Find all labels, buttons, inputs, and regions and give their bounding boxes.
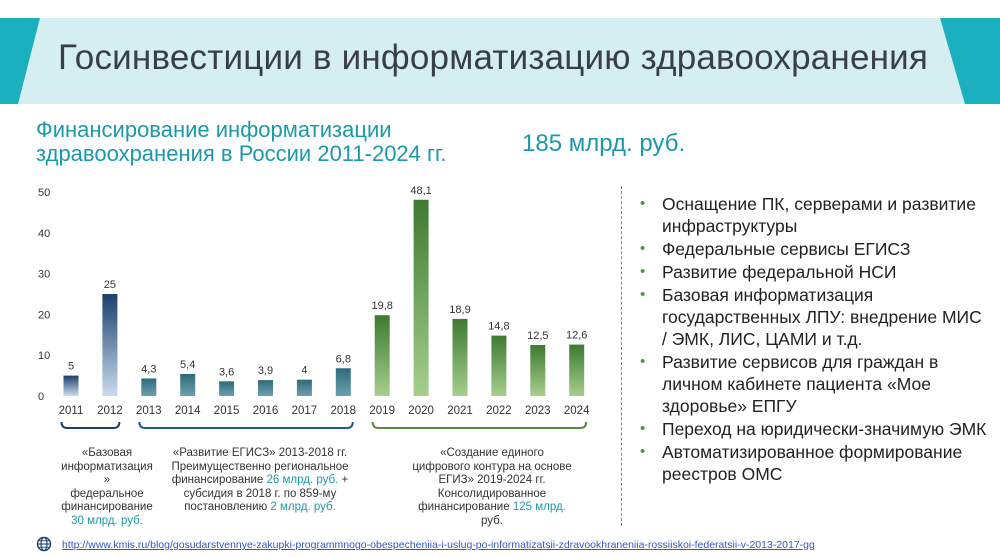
title-banner — [0, 18, 1000, 104]
list-item: • Федеральные сервисы ЕГИСЗ — [640, 239, 911, 259]
globe-icon — [36, 536, 52, 552]
subtitle-line1: Финансирование информатизации — [36, 117, 392, 142]
bullet-icon: • — [640, 263, 646, 280]
bar-value-label: 14,8 — [488, 321, 509, 333]
bar-value-label: 25 — [104, 279, 116, 291]
bar-2019 — [374, 315, 390, 396]
investment-areas-list: • Оснащение ПК, серверами и развитие инфр… — [640, 193, 990, 486]
bar-2013 — [141, 378, 157, 396]
bar-value-label: 6,8 — [336, 353, 351, 365]
y-tick-label: 0 — [38, 391, 44, 403]
list-item: • Оснащение ПК, серверами и развитие инфр… — [640, 194, 976, 236]
list-item: • Развитие сервисов для граждан в личном … — [640, 352, 939, 416]
bar-2017 — [296, 379, 312, 396]
bar-2018 — [335, 368, 351, 396]
list-item: • Базовая информатизация государственных … — [640, 285, 982, 349]
bar-2020 — [413, 199, 429, 396]
bar-2011 — [63, 375, 79, 396]
bullet-icon: • — [640, 240, 646, 257]
funding-bar-chart: 0 10 20 30 40 50 5 2011 25 2012 4,3 2013 5,4 2014 3,6 2… — [38, 185, 590, 429]
x-tick-label: 2020 — [408, 405, 434, 417]
page-title: Госинвестиции в информатизацию здравоохр… — [58, 38, 929, 77]
bar-value-label: 4 — [301, 365, 307, 377]
bar-value-label: 3,6 — [219, 366, 234, 378]
bar-value-label: 19,8 — [371, 300, 392, 312]
x-tick-label: 2022 — [486, 405, 512, 417]
total-amount: 185 млрд. руб. — [522, 130, 686, 157]
list-item: • Автоматизированное формирование реестро… — [640, 442, 963, 484]
y-tick-label: 50 — [38, 187, 50, 199]
subtitle-line2: здравоохранения в России 2011-2024 гг. — [36, 141, 447, 166]
bullet-icon: • — [640, 286, 646, 303]
bar-2021 — [452, 318, 468, 396]
x-tick-label: 2021 — [447, 405, 473, 417]
bar-value-label: 48,1 — [410, 185, 431, 197]
bar-value-label: 3,9 — [258, 365, 273, 377]
bullet-icon: • — [640, 443, 646, 460]
bracket-2013-2018 — [138, 421, 354, 429]
bar-value-label: 18,9 — [449, 304, 470, 316]
bar-2023 — [530, 345, 546, 396]
bar-value-label: 5 — [68, 361, 74, 373]
annotation-egisz-development: «Развитие ЕГИСЗ» 2013-2018 гг. Преимущес… — [171, 447, 349, 513]
bar-value-label: 12,5 — [527, 330, 548, 342]
bar-2014 — [180, 373, 196, 396]
x-tick-label: 2019 — [369, 405, 395, 417]
bar-value-label: 5,4 — [180, 359, 195, 371]
bracket-2019-2024 — [371, 421, 588, 429]
chart-subtitle: Финансирование информатизации здравоохра… — [36, 118, 447, 166]
annotation-unified-digital-contour: «Создание единого цифрового контура на о… — [412, 447, 572, 527]
y-tick-label: 20 — [38, 309, 50, 321]
vertical-divider — [621, 186, 622, 526]
y-tick-label: 30 — [38, 269, 50, 281]
bullet-icon: • — [640, 353, 646, 370]
y-tick-label: 10 — [38, 350, 50, 362]
x-tick-label: 2024 — [564, 405, 590, 417]
list-item: • Переход на юридически-значимую ЭМК — [640, 419, 987, 439]
bar-2015 — [219, 381, 235, 396]
source-link[interactable]: http://www.kmis.ru/blog/gosudarstvennye-… — [62, 539, 815, 551]
x-tick-label: 2012 — [97, 405, 123, 417]
bullet-icon: • — [640, 195, 646, 212]
bar-2016 — [258, 380, 273, 396]
bar-value-label: 12,6 — [566, 330, 587, 342]
x-tick-label: 2015 — [214, 405, 240, 417]
list-item: • Развитие федеральной НСИ — [640, 262, 897, 282]
x-tick-label: 2016 — [253, 405, 279, 417]
annotation-basic-informatization: «Базовая информатизация » федеральное фи… — [61, 447, 153, 527]
x-tick-label: 2011 — [59, 405, 84, 417]
x-tick-label: 2014 — [175, 405, 201, 417]
y-tick-label: 40 — [38, 228, 50, 240]
x-tick-label: 2017 — [292, 405, 318, 417]
bullet-icon: • — [640, 420, 646, 437]
bar-2012 — [102, 294, 118, 396]
x-tick-label: 2023 — [525, 405, 551, 417]
bar-2022 — [491, 335, 507, 396]
bracket-2011-2012 — [60, 421, 121, 429]
x-tick-label: 2013 — [136, 405, 162, 417]
bar-value-label: 4,3 — [141, 363, 156, 375]
bar-2024 — [569, 344, 585, 396]
x-tick-label: 2018 — [331, 405, 357, 417]
